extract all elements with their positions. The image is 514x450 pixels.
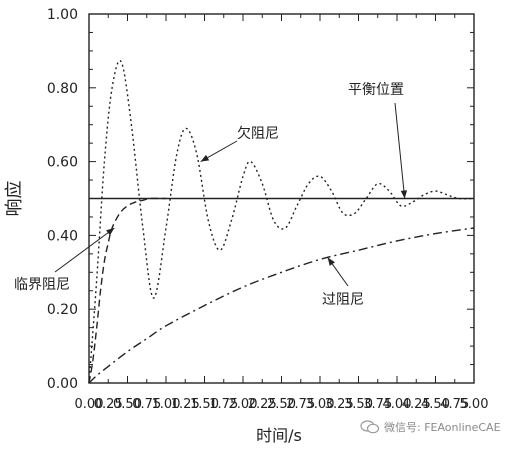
series-critical-damping-line [88, 197, 167, 384]
watermark: 微信号: FEAonlineCAE [360, 419, 501, 435]
x-tick-label: 0.00 [75, 397, 104, 412]
wechat-icon [360, 420, 380, 434]
x-tick-label: 5.00 [460, 397, 489, 412]
y-axis-label: 响应 [4, 181, 25, 217]
x-tick-label: 0.25 [94, 397, 123, 412]
x-tick-label: 3.50 [344, 397, 373, 412]
x-tick-label: 4.75 [440, 397, 469, 412]
x-tick-label: 1.00 [152, 397, 181, 412]
x-tick-label: 3.00 [306, 397, 335, 412]
y-tick-label: 0.00 [47, 376, 78, 392]
annotation-arrow-line [54, 227, 115, 273]
x-axis-label: 时间/s [256, 426, 302, 445]
x-tick-label: 2.00 [229, 397, 258, 412]
x-tick-label: 4.25 [402, 397, 431, 412]
y-tick-label: 0.40 [47, 228, 78, 244]
x-tick-label: 2.75 [286, 397, 315, 412]
annotation-arrowhead [327, 257, 335, 266]
annotation-label: 临界阻尼 [14, 277, 70, 293]
x-tick-label: 0.75 [132, 397, 161, 412]
x-tick-label: 3.75 [363, 397, 392, 412]
y-tick-label: 1.00 [47, 7, 78, 23]
annotation-label: 过阻尼 [322, 292, 364, 308]
annotation-label: 欠阻尼 [237, 126, 279, 142]
y-tick-label: 0.80 [47, 81, 78, 97]
series-overdamped-line [88, 227, 475, 384]
annotation-arrow-line [394, 102, 406, 199]
watermark-text: 微信号: FEAonlineCAE [384, 421, 501, 434]
x-tick-label: 1.75 [209, 397, 238, 412]
annotation-label: 平衡位置 [348, 82, 404, 98]
x-tick-label: 2.50 [267, 397, 296, 412]
series-underdamped-line [88, 59, 475, 384]
x-tick-label: 4.00 [383, 397, 412, 412]
x-tick-label: 0.50 [113, 397, 142, 412]
x-tick-label: 4.50 [421, 397, 450, 412]
annotation-arrowhead [200, 154, 210, 162]
y-tick-label: 0.60 [47, 155, 78, 171]
x-tick-label: 1.50 [190, 397, 219, 412]
y-tick-label: 0.20 [47, 302, 78, 318]
annotation-arrowhead [106, 228, 115, 236]
x-tick-label: 3.25 [325, 397, 354, 412]
annotation-arrowhead [400, 190, 408, 199]
x-tick-label: 1.25 [171, 397, 200, 412]
x-tick-label: 2.25 [248, 397, 277, 412]
